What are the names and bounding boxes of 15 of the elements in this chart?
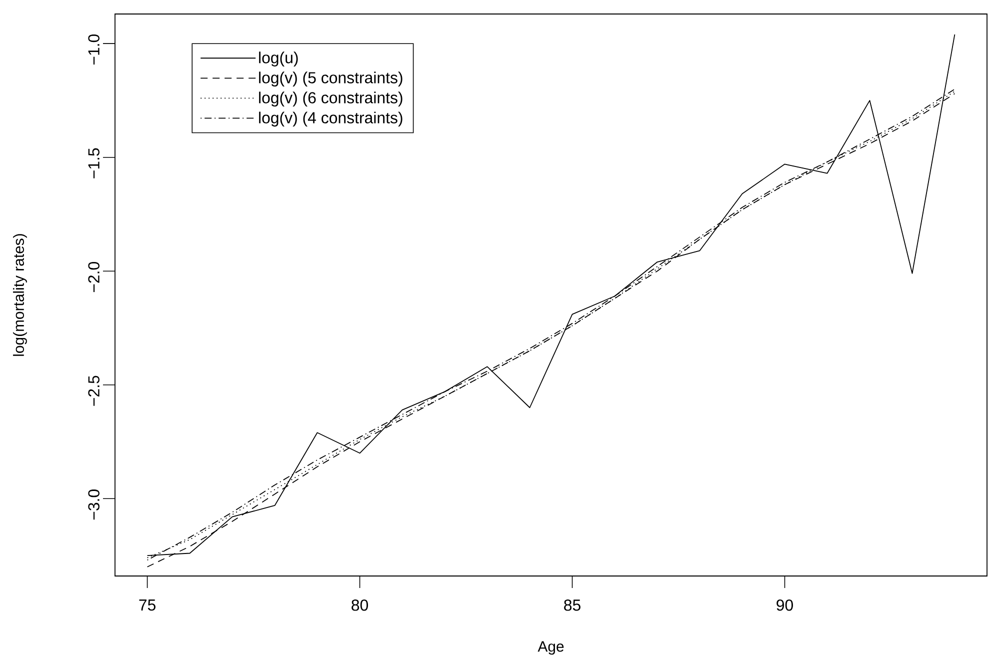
y-tick-label: −1.0	[88, 34, 100, 65]
legend-label: log(v) (4 constraints)	[259, 112, 402, 127]
x-tick-label: 90	[776, 600, 793, 611]
x-tick-label: 80	[352, 600, 368, 611]
x-tick-label: 85	[564, 600, 580, 611]
y-tick-label: −2.0	[88, 262, 100, 292]
y-tick-label: −1.5	[88, 148, 100, 178]
x-axis-title: Age	[538, 641, 564, 655]
y-axis-title: log(mortality rates)	[13, 234, 27, 356]
y-tick-label: −2.5	[88, 376, 100, 406]
y-tick-label: −3.0	[88, 490, 100, 520]
legend-label: log(u)	[259, 52, 298, 66]
legend-label: log(v) (5 constraints)	[259, 72, 402, 87]
x-tick-label: 75	[139, 600, 156, 611]
legend-label: log(v) (6 constraints)	[259, 92, 402, 107]
